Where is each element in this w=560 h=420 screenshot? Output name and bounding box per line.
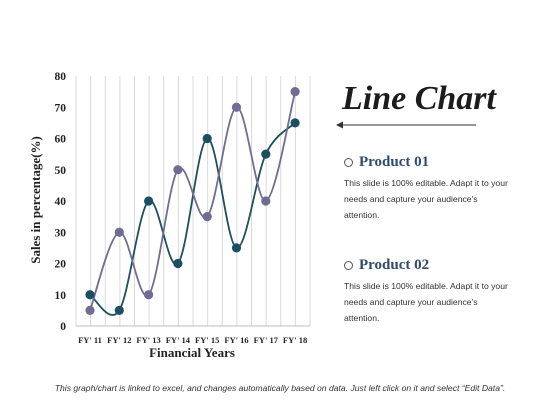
x-tick-label: FY' 18 (283, 335, 307, 345)
data-point (173, 165, 183, 175)
y-tick-label: 10 (55, 290, 67, 302)
series-line-2 (89, 91, 296, 311)
x-tick-label: FY' 17 (254, 335, 279, 345)
legend-description: This slide is 100% editable. Adapt it to… (344, 281, 508, 323)
x-tick-label: FY' 13 (136, 335, 160, 345)
x-tick-label: FY' 16 (224, 335, 248, 345)
arrow-left-icon (336, 121, 476, 129)
legend-label: Product 02 (359, 257, 430, 273)
data-point (290, 118, 300, 128)
data-point (202, 212, 212, 222)
data-point (114, 227, 124, 237)
y-axis-label: Sales in percentage(%) (28, 136, 43, 264)
data-point (85, 305, 95, 315)
data-point (261, 149, 271, 159)
series-points (85, 87, 300, 315)
legend-description: This slide is 100% editable. Adapt it to… (344, 178, 508, 220)
circle-bullet-icon (344, 158, 353, 167)
chart-title: Line Chart (342, 80, 496, 117)
y-tick-label: 80 (55, 71, 67, 83)
data-point (85, 290, 95, 300)
y-tick-label: 60 (55, 134, 67, 146)
y-tick-label: 70 (55, 102, 67, 114)
y-tick-label: 20 (55, 259, 67, 271)
series-line-1 (89, 122, 296, 316)
series-lines (89, 91, 296, 316)
data-point (290, 87, 300, 97)
legend-item-product-01: Product 01 This slide is 100% editable. … (344, 154, 544, 223)
x-axis-ticks: FY' 11 FY' 12 FY' 13 FY' 14 FY' 15 FY' 16 FY' … (78, 335, 307, 345)
circle-bullet-icon (344, 261, 353, 270)
x-tick-label: FY' 14 (166, 335, 191, 345)
legend-item-product-02: Product 02 This slide is 100% editable. … (344, 257, 544, 326)
x-axis-label: Financial Years (149, 345, 235, 360)
data-point (114, 305, 124, 315)
data-point (144, 290, 154, 300)
x-tick-label: FY' 12 (107, 335, 131, 345)
data-point (202, 133, 212, 144)
chart-grid (75, 76, 311, 327)
y-tick-label: 30 (55, 227, 67, 239)
x-tick-label: FY' 11 (78, 335, 102, 345)
data-point (231, 243, 242, 253)
data-point (261, 196, 271, 206)
data-point (173, 258, 183, 269)
x-tick-label: FY' 15 (195, 335, 219, 345)
y-tick-label: 40 (55, 196, 67, 208)
y-axis-ticks: 0 10 20 30 40 50 60 70 80 (55, 71, 67, 333)
legend-label: Product 01 (359, 154, 430, 170)
data-point (144, 196, 154, 206)
y-tick-label: 50 (55, 165, 67, 177)
footer-note: This graph/chart is linked to excel, and… (54, 383, 506, 393)
data-point (231, 102, 242, 112)
y-tick-label: 0 (60, 321, 66, 333)
